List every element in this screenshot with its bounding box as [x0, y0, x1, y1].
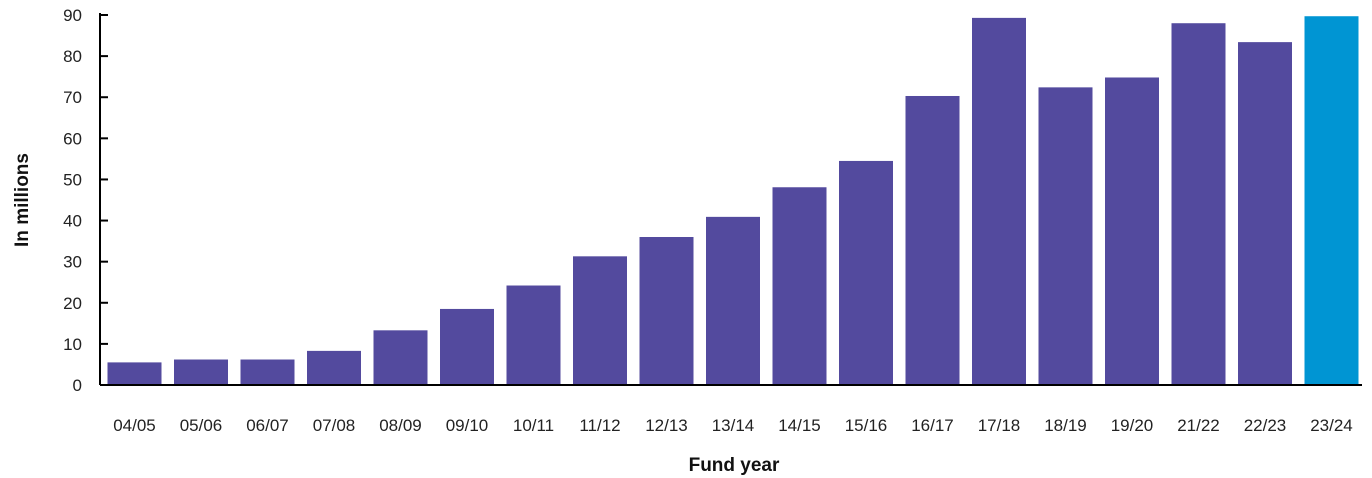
- x-tick-label: 12/13: [645, 416, 688, 435]
- x-tick-label: 10/11: [513, 416, 554, 435]
- y-tick-label: 40: [63, 212, 82, 231]
- y-axis-title: In millions: [12, 153, 33, 247]
- x-tick-label: 11/12: [579, 416, 620, 435]
- bar-14-15: [772, 187, 827, 385]
- x-tick-label: 04/05: [113, 416, 156, 435]
- bar-13-14: [706, 216, 760, 385]
- bar-22-23: [1238, 42, 1292, 385]
- y-tick-label: 60: [63, 129, 82, 148]
- bar-09-10: [440, 308, 494, 385]
- bar-11-12: [573, 256, 627, 385]
- bar-15-16: [839, 160, 893, 385]
- bar-08-09: [373, 330, 428, 385]
- y-tick-label: 50: [63, 170, 82, 189]
- x-tick-label: 09/10: [446, 416, 489, 435]
- y-tick-label: 70: [63, 88, 82, 107]
- x-tick-label: 18/19: [1044, 416, 1087, 435]
- bar-16-17: [905, 95, 960, 386]
- y-tick-label: 90: [63, 6, 82, 25]
- x-tick-label: 21/22: [1177, 416, 1220, 435]
- bar-17-18: [972, 17, 1026, 385]
- bar-12-13: [639, 237, 694, 385]
- x-tick-label: 13/14: [712, 416, 755, 435]
- y-tick-label: 30: [63, 253, 82, 272]
- x-tick-label: 05/06: [180, 416, 223, 435]
- x-tick-label: 22/23: [1244, 416, 1287, 435]
- bar-06-07: [240, 359, 295, 385]
- bar-23-24: [1304, 16, 1359, 385]
- y-tick-label: 10: [63, 335, 82, 354]
- x-tick-label: 14/15: [778, 416, 821, 435]
- bar-10-11: [506, 285, 561, 385]
- x-tick-label: 23/24: [1310, 416, 1353, 435]
- axes-group: [99, 13, 1362, 386]
- bar-05-06: [174, 359, 228, 385]
- x-tick-label: 15/16: [845, 416, 888, 435]
- bar-18-19: [1038, 87, 1093, 386]
- bar-19-20: [1105, 77, 1159, 386]
- x-tick-label: 19/20: [1111, 416, 1154, 435]
- bar-21-22: [1171, 23, 1226, 385]
- x-tick-label: 17/18: [978, 416, 1021, 435]
- x-tick-label: 07/08: [313, 416, 356, 435]
- x-ticks-group: 04/05 05/06 06/07 07/08 08/09 09/10 10/11 11/12…: [113, 416, 1353, 435]
- x-tick-label: 08/09: [379, 416, 422, 435]
- y-tick-label: 80: [63, 47, 82, 66]
- x-tick-label: 16/17: [911, 416, 954, 435]
- y-tick-label: 0: [73, 376, 82, 395]
- y-tick-label: 20: [63, 294, 82, 313]
- x-tick-label: 06/07: [246, 416, 289, 435]
- bars-group: [107, 16, 1359, 386]
- bar-04-05: [107, 362, 162, 385]
- bar-07-08: [307, 350, 361, 385]
- x-axis-title: Fund year: [689, 455, 780, 476]
- y-ticks-group: 0 10 20 30 40 50 60 70 80 90: [63, 6, 108, 395]
